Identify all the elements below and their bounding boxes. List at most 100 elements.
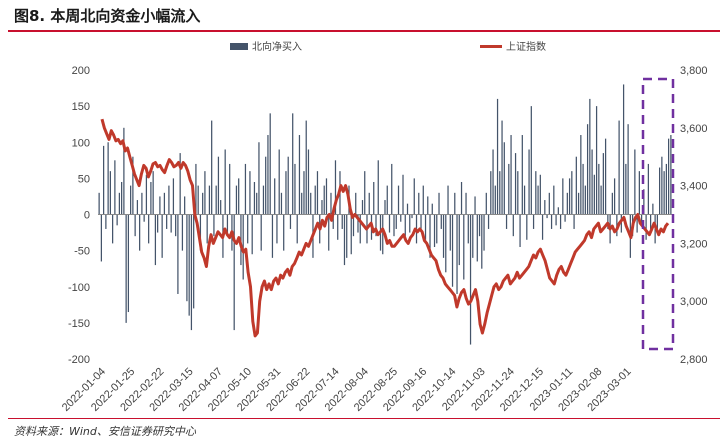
bar [341,214,343,229]
bar [112,214,114,244]
bar [645,214,647,240]
bar [220,200,222,215]
bar [139,214,141,251]
bar [463,214,465,280]
bar [510,135,512,215]
bar [355,192,357,215]
legend-label-bar: 北向净买入 [252,40,302,53]
bar [195,163,197,215]
bar [116,214,118,226]
bar [517,171,519,215]
bar [199,214,202,251]
bar [625,163,627,215]
bar [636,214,638,233]
bar [109,171,111,215]
y-left-tick-label: 100 [72,137,90,149]
bar [206,214,208,244]
bar [260,214,262,251]
bar [328,214,330,251]
y-left-tick-label: 150 [72,101,90,113]
y-left-tick-label: 50 [78,173,90,185]
bar [458,214,460,266]
y-right-tick-label: 3,600 [680,123,708,135]
y-right-tick-label: 2,800 [680,354,708,366]
bar [274,178,276,215]
bar [301,192,303,215]
bar [280,192,283,215]
bar [168,185,170,215]
bar [557,207,559,215]
bar [476,214,478,262]
bar [166,214,168,229]
bar [204,171,206,215]
bar [490,171,492,215]
bar [584,185,586,215]
bar [136,200,139,215]
y-left-tick-label: -100 [68,282,90,294]
bar [292,113,294,215]
bar [314,185,316,215]
bar [247,214,249,244]
bar [571,171,573,215]
y-left-tick-label: 0 [84,210,90,222]
y-right-tick-label: 3,000 [680,296,708,308]
bar [323,185,325,215]
bar [483,214,485,251]
bar [413,178,415,215]
bar [548,192,550,215]
bar [494,185,496,215]
bar [287,156,289,215]
bar [202,192,204,215]
bar [652,203,654,215]
y-right-tick-label: 3,800 [680,65,708,77]
index-line [100,118,670,338]
bar [418,192,420,215]
bar [544,200,546,215]
bar [499,171,501,215]
bar [213,214,215,237]
bar [600,185,602,215]
bar [602,153,604,215]
bar [555,214,557,226]
bar [294,163,296,215]
bar [582,163,584,215]
bar [433,214,436,248]
bar [568,178,571,215]
bar [307,149,310,215]
y-axis-right: 2,800 3,000 3,200 3,400 3,600 3,800 [680,65,708,366]
bar [537,185,539,215]
bar [485,192,487,215]
bar [427,196,429,215]
bar [229,163,231,215]
bar [402,174,404,215]
bar [235,185,238,215]
bar [546,214,548,219]
bar [503,142,505,215]
bar [258,142,260,215]
legend-label-line: 上证指数 [506,40,546,53]
bar [431,203,433,215]
bar [627,124,629,215]
bar [249,171,251,215]
bar [395,214,397,229]
bar [163,192,166,215]
bar [211,120,213,215]
bar [244,163,247,215]
y-left-tick-label: -200 [68,354,90,366]
bar [242,214,244,280]
bar [422,185,424,215]
bar [265,156,267,215]
bar [134,214,136,237]
bar [305,120,307,215]
bar [285,171,287,215]
bar [591,149,593,215]
chart-title: 图8. 本周北向资金小幅流入 [14,7,201,25]
bar [334,160,337,215]
bar [321,200,323,215]
bar [179,153,181,215]
bar [283,214,285,251]
legend: 北向净买入 上证指数 [230,40,546,53]
y-left-tick-label: -150 [68,318,90,330]
bar [377,160,379,215]
